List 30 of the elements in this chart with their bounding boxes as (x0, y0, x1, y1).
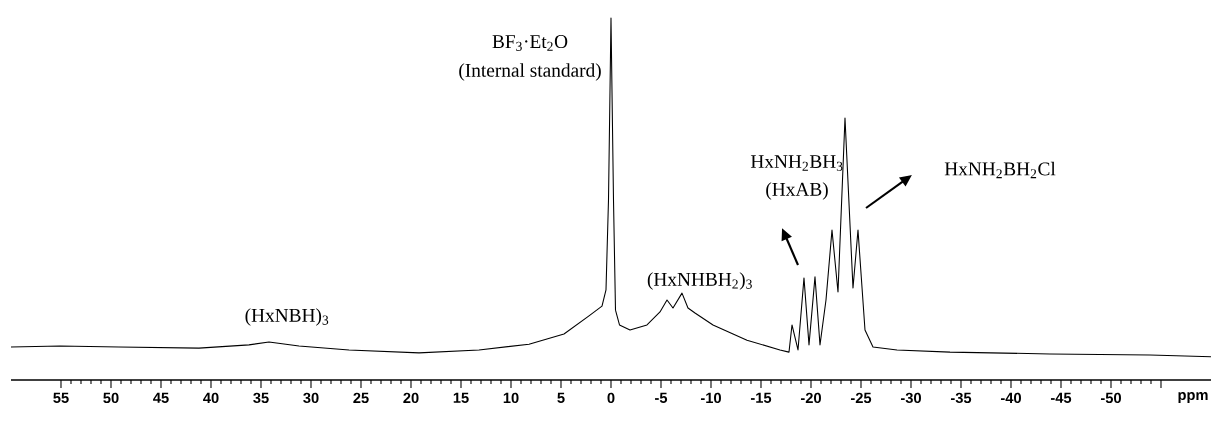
annotation: (HxNHBH$_{2}$)$_{3}$ (647, 272, 752, 290)
x-tick-label: -15 (750, 392, 772, 403)
annotation: HxNH$_{2}$BH$_{2}$Cl (944, 161, 1056, 179)
x-tick-label: 35 (253, 392, 269, 404)
x-tick-label: -10 (700, 392, 721, 404)
x-tick-label: 55 (53, 392, 69, 403)
x-tick-label: 30 (303, 392, 319, 404)
x-tick-label: 40 (203, 392, 219, 404)
x-tick-label: -50 (1100, 392, 1121, 404)
x-tick-label: 15 (453, 392, 469, 403)
x-tick-label: 20 (403, 392, 419, 404)
x-tick-label: -40 (1000, 392, 1021, 404)
annotation: BF$_{3}$·Et$_{2}$O (492, 35, 568, 51)
x-tick-label: 50 (103, 392, 119, 404)
x-tick-label: 10 (503, 392, 519, 404)
annotation: HxNH$_{2}$BH$_{3}$ (750, 155, 843, 171)
x-tick-label: -20 (800, 392, 821, 404)
annotation: (HxNBH)$_{3}$ (245, 308, 329, 326)
annotation: (HxAB) (766, 182, 828, 200)
x-tick-label: 45 (153, 392, 169, 403)
x-tick-label: -30 (900, 392, 921, 404)
x-tick-label: 5 (557, 392, 565, 403)
x-tick-label: 25 (353, 392, 369, 404)
x-tick-label: 0 (607, 392, 615, 404)
x-tick-label: -5 (655, 392, 668, 403)
x-tick-label: -45 (1050, 392, 1072, 403)
x-tick-label: -25 (850, 392, 872, 404)
annotation: (Internal standard) (459, 63, 601, 81)
x-tick-label: -35 (950, 392, 972, 404)
x-axis-title: ppm (1178, 392, 1208, 403)
